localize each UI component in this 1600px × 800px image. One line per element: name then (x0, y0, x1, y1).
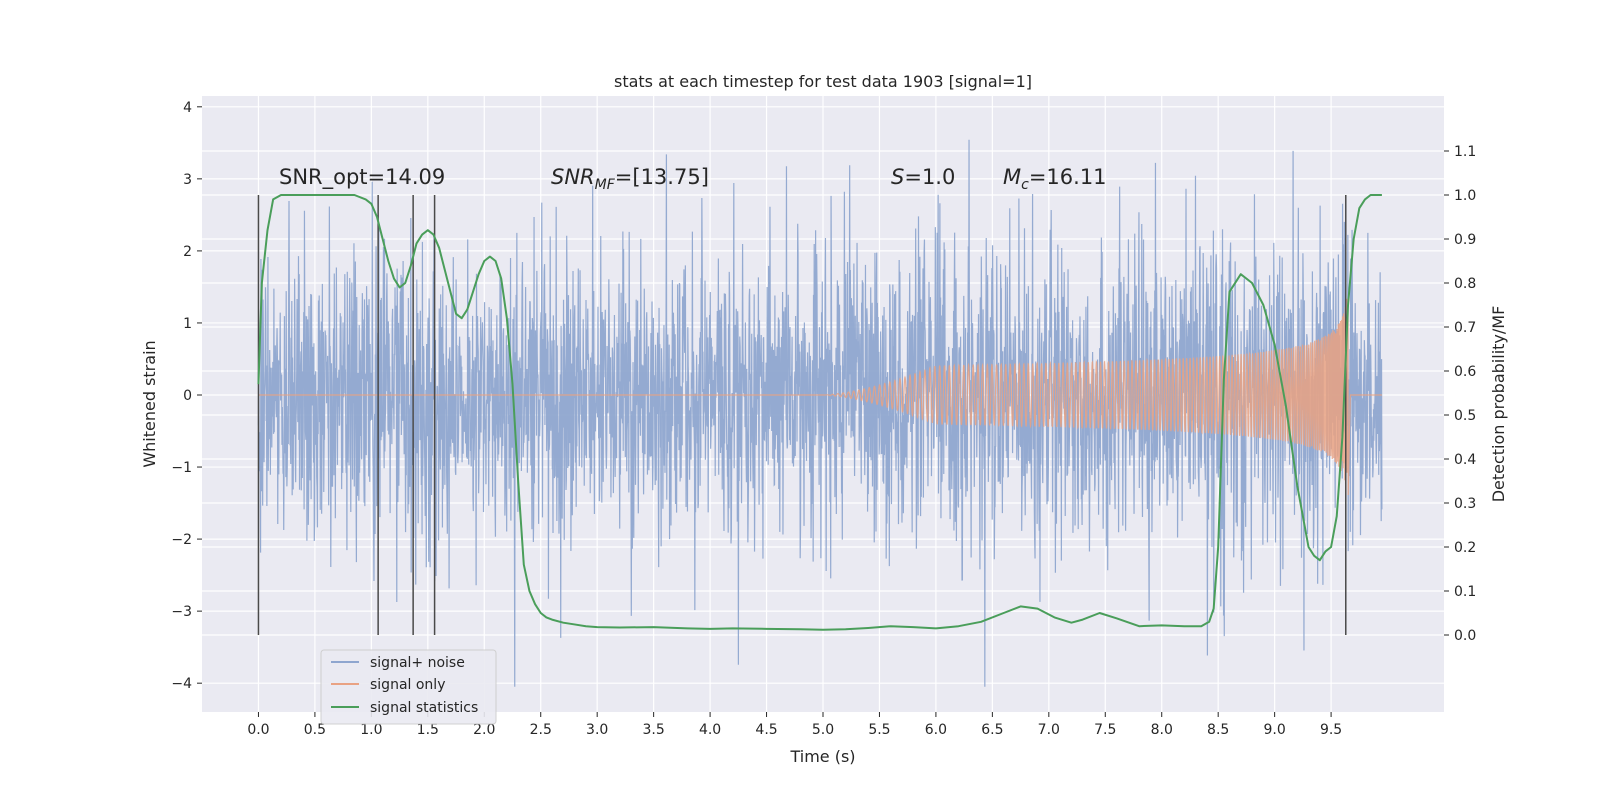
y-tick-label: 1 (183, 316, 192, 332)
x-tick-label: 1.5 (417, 722, 439, 738)
y-right-tick-label: 0.1 (1454, 584, 1476, 600)
x-tick-label: 6.0 (925, 722, 947, 738)
x-tick-label: 0.5 (304, 722, 326, 738)
y-tick-label: 2 (183, 244, 192, 260)
x-tick-label: 5.0 (812, 722, 834, 738)
x-tick-label: 3.5 (643, 722, 665, 738)
y-right-tick-label: 0.0 (1454, 628, 1476, 644)
x-tick-label: 4.0 (699, 722, 721, 738)
y-axis-label: Whitened strain (140, 340, 159, 467)
x-tick-label: 5.5 (868, 722, 890, 738)
y-right-tick-label: 0.5 (1454, 408, 1476, 424)
annotation-mc: Mc=16.11 (1003, 165, 1107, 193)
y-right-axis-label: Detection probability/MF (1489, 306, 1508, 503)
x-tick-label: 1.0 (360, 722, 382, 738)
series-signal-statistics (257, 194, 1382, 631)
y-right-tick-label: 1.0 (1454, 188, 1476, 204)
x-tick-label: 7.0 (1038, 722, 1060, 738)
chart-title: stats at each timestep for test data 190… (614, 72, 1032, 91)
annotation-snr-mf-main: SNR (551, 165, 595, 189)
y-right-tick-label: 0.2 (1454, 540, 1476, 556)
legend-label-signal-statistics: signal statistics (370, 700, 478, 716)
x-tick-label: 9.0 (1264, 722, 1286, 738)
x-tick-label: 3.0 (586, 722, 608, 738)
axis-ticks: 0.0 0.5 1.0 1.5 2.0 2.5 3.0 3.5 4.0 4.5 5.0 5.5 6.0 6… (171, 100, 1476, 738)
x-tick-label: 2.5 (530, 722, 552, 738)
y-right-tick-label: 0.7 (1454, 320, 1476, 336)
y-right-tick-label: 0.4 (1454, 452, 1476, 468)
x-axis-label: Time (s) (789, 747, 855, 766)
annotation-s: S=1.0 (891, 165, 955, 189)
y-right-tick-label: 1.1 (1454, 144, 1476, 160)
annotation-s-main: S (891, 165, 904, 189)
signal-statistics-line (257, 194, 1382, 631)
y-tick-label: −3 (171, 604, 192, 620)
legend-box (320, 649, 497, 725)
signal-only-line (258, 298, 1382, 495)
y-right-tick-label: 0.9 (1454, 232, 1476, 248)
y-right-tick-label: 0.8 (1454, 276, 1476, 292)
vertical-markers (257, 195, 1347, 635)
annotation-snr-opt: SNR_opt=14.09 (279, 165, 445, 190)
x-tick-label: 4.5 (755, 722, 777, 738)
x-tick-label: 9.5 (1320, 722, 1342, 738)
annotation-mc-rest: =16.11 (1029, 165, 1107, 189)
x-tick-label: 0.0 (247, 722, 269, 738)
y-tick-label: 4 (183, 100, 192, 116)
x-tick-label: 7.5 (1094, 722, 1116, 738)
x-tick-label: 2.0 (473, 722, 495, 738)
x-tick-label: 8.0 (1151, 722, 1173, 738)
y-tick-label: −2 (171, 532, 192, 548)
annotation-s-rest: =1.0 (904, 165, 955, 189)
annotation-mc-main: M (1003, 165, 1021, 189)
y-tick-label: −1 (171, 460, 192, 476)
y-right-tick-label: 0.3 (1454, 496, 1476, 512)
annotation-mc-sub: c (1021, 177, 1029, 193)
signal-noise-line (257, 139, 1383, 687)
x-tick-label: 6.5 (981, 722, 1003, 738)
annotation-snr-mf-sub: MF (595, 177, 616, 193)
x-tick-label: 8.5 (1207, 722, 1229, 738)
series-signal-noise (257, 139, 1383, 687)
legend-label-signal-only: signal only (370, 677, 445, 693)
y-right-tick-label: 0.6 (1454, 364, 1476, 380)
y-tick-label: −4 (171, 676, 192, 692)
legend: signal+ noise signal only signal statist… (320, 649, 497, 725)
annotation-snr-mf: SNRMF=[13.75] (551, 165, 709, 193)
annotation-snr-mf-rest: =[13.75] (615, 165, 709, 189)
y-tick-label: 3 (183, 172, 192, 188)
y-tick-label: 0 (183, 388, 192, 404)
legend-label-signal-noise: signal+ noise (370, 655, 465, 671)
series-signal-only (258, 298, 1382, 495)
